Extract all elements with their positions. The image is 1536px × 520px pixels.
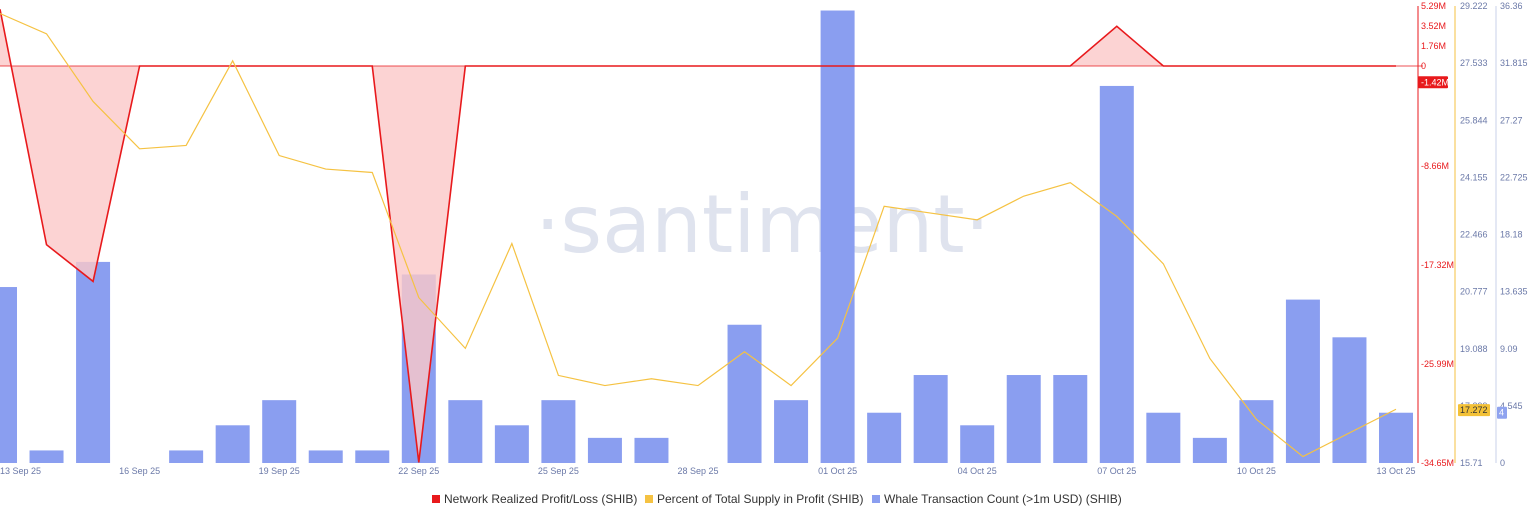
supply-axis-tick: 20.777 [1460,287,1488,297]
whale-bar [634,437,669,463]
x-axis-tick: 13 Oct 25 [1376,466,1415,476]
whale-bar [541,400,576,463]
whale-bar [308,450,343,463]
pnl-axis-tick: -25.99M [1421,359,1454,369]
whale-bar [1192,437,1227,463]
pnl-line [0,9,1396,463]
x-axis-tick: 28 Sep 25 [677,466,718,476]
whale-bar [1146,412,1181,463]
whale-bar [913,375,948,463]
axes: 5.29M 3.52M 1.76M 0 -8.66M -17.32M -25.99M -34.… [0,1,1528,476]
whale-axis-tick: 31.815 [1500,58,1528,68]
whale-bar [1379,412,1413,463]
pnl-axis-tick: -17.32M [1421,260,1454,270]
whale-axis-tick: 22.725 [1500,172,1528,182]
whale-bar [29,450,64,463]
supply-last-badge [1458,404,1490,417]
x-axis-tick: 13 Sep 25 [0,466,41,476]
supply-axis-tick: 19.088 [1460,344,1488,354]
whale-bar [262,400,297,463]
whale-bar [1332,337,1367,463]
x-axis-tick: 19 Sep 25 [259,466,300,476]
legend-label: Percent of Total Supply in Profit (SHIB) [657,492,864,506]
whale-bar [76,261,111,463]
supply-axis-tick: 27.533 [1460,58,1488,68]
whale-bar [1239,400,1274,463]
legend-label: Whale Transaction Count (>1m USD) (SHIB) [884,492,1122,506]
x-axis-tick: 01 Oct 25 [818,466,857,476]
x-axis-tick: 25 Sep 25 [538,466,579,476]
pnl-axis-tick: 3.52M [1421,21,1446,31]
whale-axis-tick: 18.18 [1500,230,1523,240]
whale-bar [169,450,204,463]
whale-axis-tick: 13.635 [1500,287,1528,297]
whale-axis-tick: 4.545 [1500,401,1523,411]
whale-bar [1099,85,1134,464]
pnl-last-value: -1.42M [1421,77,1449,87]
legend-swatch [872,495,880,503]
whale-axis-tick: 9.09 [1500,344,1518,354]
pnl-axis-tick: 0 [1421,61,1426,71]
whale-bar [215,425,250,463]
whale-axis-tick: 0 [1500,458,1505,468]
x-axis-tick: 07 Oct 25 [1097,466,1136,476]
pnl-axis-tick: -34.65M [1421,458,1454,468]
x-axis-tick: 22 Sep 25 [398,466,439,476]
supply-axis-tick: 15.71 [1460,458,1483,468]
whale-bar [1053,375,1088,463]
x-axis-tick: 16 Sep 25 [119,466,160,476]
supply-axis-tick: 25.844 [1460,115,1488,125]
whale-bar [1285,299,1320,463]
whale-last-badge [1497,406,1507,419]
legend-swatch [432,495,440,503]
x-axis-tick: 04 Oct 25 [958,466,997,476]
whale-bar [494,425,529,463]
whale-bar [820,10,855,464]
whale-bar [867,412,902,463]
whale-last-value: 4 [1499,408,1504,418]
supply-line [0,12,1397,458]
whale-bar [587,437,622,463]
whale-axis-tick: 27.27 [1500,115,1523,125]
x-axis-tick: 10 Oct 25 [1237,466,1276,476]
whale-bar [0,287,17,463]
whale-bar [355,450,390,463]
pnl-axis-tick: 1.76M [1421,41,1446,51]
whale-bar [448,400,483,463]
whale-bar [727,324,762,463]
pnl-area [0,9,1423,463]
whale-axis-tick: 36.36 [1500,1,1523,11]
whale-bar [774,400,809,463]
legend: Network Realized Profit/Loss (SHIB) Perce… [432,492,1122,506]
pnl-axis-tick: 5.29M [1421,1,1446,11]
whale-bar [960,425,995,463]
supply-axis-tick: 22.466 [1460,230,1488,240]
supply-line-path [0,12,1397,458]
supply-last-value: 17.272 [1460,405,1488,415]
watermark: ·santiment· [535,178,990,271]
whale-bar [1006,375,1041,463]
supply-axis-tick: 29.222 [1460,1,1488,11]
legend-swatch [645,495,653,503]
supply-axis-tick: 24.155 [1460,172,1488,182]
legend-label: Network Realized Profit/Loss (SHIB) [444,492,637,506]
pnl-last-badge [1418,76,1448,89]
pnl-axis-tick: -8.66M [1421,161,1449,171]
